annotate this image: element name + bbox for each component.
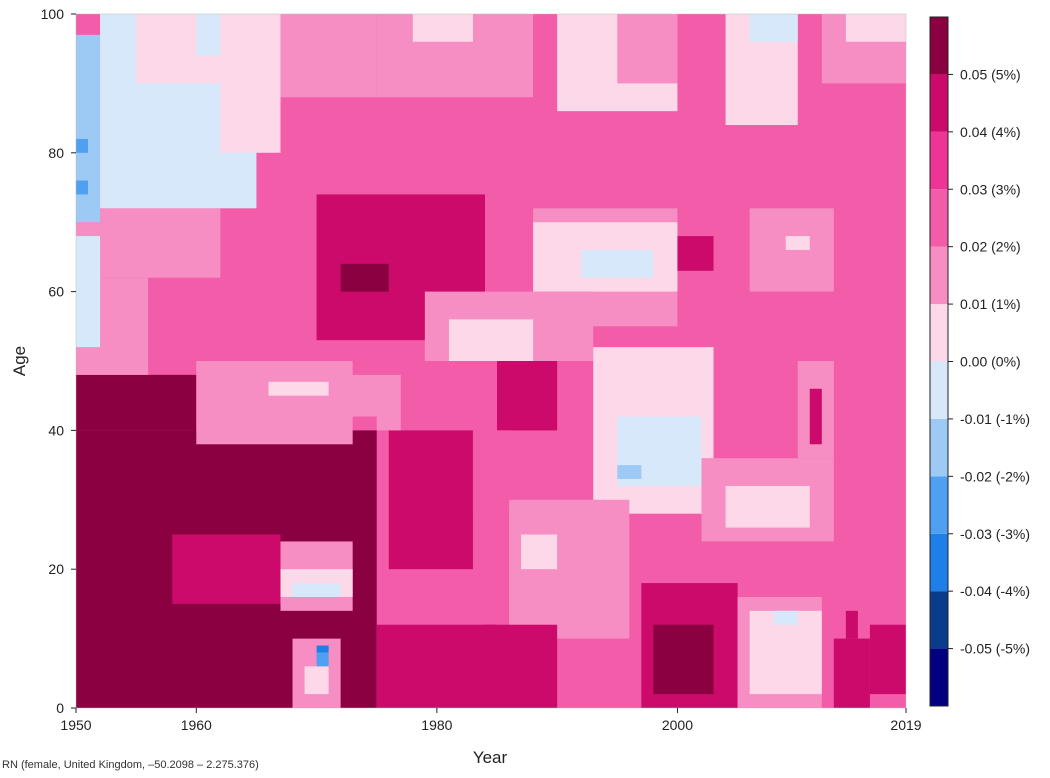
heatmap-cell (484, 624, 558, 708)
colorbar-bin (930, 74, 948, 132)
y-tick-label: 20 (48, 561, 64, 577)
colorbar-tick-label: -0.03 (-3%) (960, 526, 1030, 542)
heatmap-cell (749, 14, 798, 42)
colorbar-tick-label: -0.05 (-5%) (960, 641, 1030, 657)
heatmap-cell (653, 624, 714, 695)
heatmap-cell (172, 534, 281, 604)
heatmap-cell (617, 14, 678, 84)
heatmap-cell (809, 388, 822, 445)
heatmap-cell (376, 416, 401, 431)
colorbar-bin (930, 418, 948, 477)
heatmap-cell (388, 430, 473, 570)
colorbar-tick-label: 0.01 (1%) (960, 296, 1021, 312)
heatmap-cell (76, 374, 197, 431)
colorbar-bin (930, 304, 948, 362)
footer-note: RN (female, United Kingdom, –50.2098 – 2… (2, 759, 259, 771)
plot-border (75, 13, 907, 709)
heatmap-cell (76, 236, 101, 348)
heatmap-cell (316, 652, 329, 667)
plot-area (75, 13, 907, 709)
heatmap-cell (316, 645, 329, 653)
heatmap-cell (196, 361, 353, 445)
colorbar-legend: 0.05 (5%) 0.04 (4%) 0.03 (3%) 0.02 (2%) 0.01… (929, 16, 1030, 707)
heatmap-cell (280, 14, 377, 98)
x-axis-title: Year (473, 748, 508, 767)
heatmap-cell (581, 249, 654, 278)
heatmap-cell (725, 485, 810, 528)
x-tick-label: 1980 (421, 717, 452, 733)
colorbar-tick-label: 0.05 (5%) (960, 66, 1021, 82)
colorbar-tick-label: -0.02 (-2%) (960, 468, 1030, 484)
heatmap-cell (845, 14, 906, 42)
x-tick-label: 1950 (60, 717, 91, 733)
heatmap-cell (340, 374, 401, 417)
heatmap-cell (677, 236, 714, 271)
heatmap-cell (292, 583, 341, 597)
heatmap-cell (617, 465, 642, 479)
heatmap-cell (76, 138, 89, 153)
heatmap-cell (448, 319, 534, 361)
heatmap-cell (340, 263, 389, 292)
heatmap-cell (376, 624, 498, 708)
heatmap-cell (472, 430, 510, 514)
heatmap-cell (833, 638, 870, 708)
heatmap-cell (412, 14, 473, 42)
colorbar-bin (930, 17, 948, 75)
heatmap-cell (220, 14, 281, 153)
colorbar-bin (930, 131, 948, 190)
colorbar-tick-label: -0.01 (-1%) (960, 411, 1030, 427)
heatmap-cell (845, 610, 858, 639)
colorbar-tick-label: 0.03 (3%) (960, 181, 1021, 197)
colorbar-tick-label: 0.02 (2%) (960, 239, 1021, 255)
heatmap-cell (869, 624, 906, 695)
colorbar-tick-label: 0.00 (0%) (960, 354, 1021, 370)
heatmap-cell (785, 236, 810, 250)
colorbar-bin (930, 533, 948, 592)
heatmap-cell (304, 666, 329, 695)
heatmap-cell (268, 381, 329, 396)
heatmap-cell (521, 534, 558, 570)
x-axis: 1950 1960 1980 2000 2019 (60, 708, 922, 733)
y-tick-label: 0 (56, 700, 64, 716)
colorbar-tick-label: -0.04 (-4%) (960, 583, 1030, 599)
y-tick-label: 100 (41, 6, 65, 22)
x-tick-label: 2019 (890, 717, 921, 733)
colorbar-bin (930, 648, 948, 706)
y-axis-title: Age (10, 346, 29, 376)
y-tick-label: 80 (48, 145, 64, 161)
y-tick-label: 60 (48, 284, 64, 300)
x-tick-label: 2000 (662, 717, 693, 733)
colorbar-bin (930, 189, 948, 247)
heatmap-cell (773, 610, 798, 625)
colorbar-tick-label: 0.04 (4%) (960, 124, 1021, 140)
colorbar-bin (930, 246, 948, 305)
colorbar-bin (930, 361, 948, 419)
colorbar-bin (930, 476, 948, 534)
heatmap-cell (76, 180, 89, 195)
x-tick-label: 1960 (181, 717, 212, 733)
y-axis: 0 20 40 60 80 100 (41, 6, 76, 716)
colorbar-bin (930, 591, 948, 649)
y-tick-label: 40 (48, 422, 64, 438)
